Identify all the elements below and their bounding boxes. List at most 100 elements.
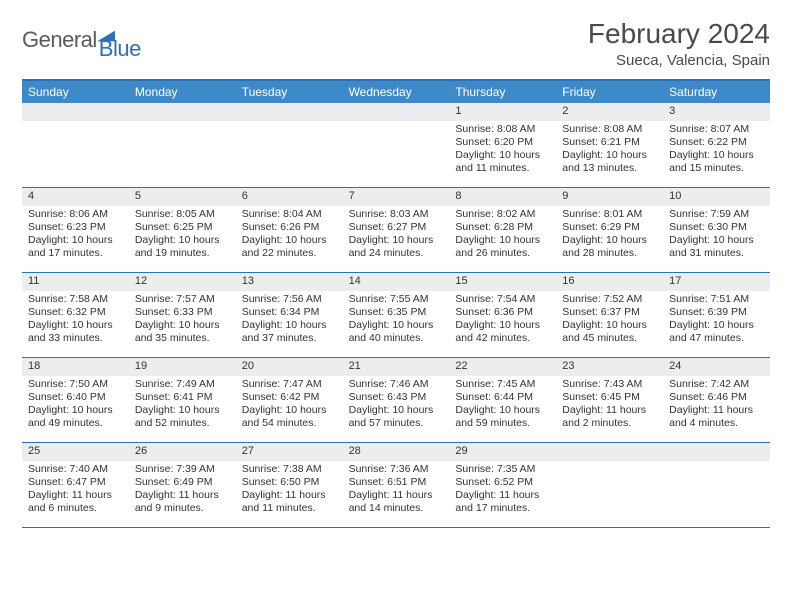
day-cell: 23Sunrise: 7:43 AMSunset: 6:45 PMDayligh… bbox=[556, 358, 663, 442]
daylight-line: Daylight: 10 hours and 47 minutes. bbox=[669, 319, 764, 345]
day-number: 28 bbox=[343, 443, 450, 461]
sunrise-line: Sunrise: 7:52 AM bbox=[562, 293, 657, 306]
day-number: 18 bbox=[22, 358, 129, 376]
day-data: Sunrise: 7:42 AMSunset: 6:46 PMDaylight:… bbox=[663, 376, 770, 435]
sunrise-line: Sunrise: 7:45 AM bbox=[455, 378, 550, 391]
day-cell: 27Sunrise: 7:38 AMSunset: 6:50 PMDayligh… bbox=[236, 443, 343, 527]
day-cell bbox=[343, 103, 450, 187]
day-data: Sunrise: 7:59 AMSunset: 6:30 PMDaylight:… bbox=[663, 206, 770, 265]
day-number: 27 bbox=[236, 443, 343, 461]
sunrise-line: Sunrise: 7:40 AM bbox=[28, 463, 123, 476]
day-cell: 1Sunrise: 8:08 AMSunset: 6:20 PMDaylight… bbox=[449, 103, 556, 187]
daylight-line: Daylight: 10 hours and 57 minutes. bbox=[349, 404, 444, 430]
sunrise-line: Sunrise: 7:54 AM bbox=[455, 293, 550, 306]
day-data: Sunrise: 7:38 AMSunset: 6:50 PMDaylight:… bbox=[236, 461, 343, 520]
day-cell: 19Sunrise: 7:49 AMSunset: 6:41 PMDayligh… bbox=[129, 358, 236, 442]
daylight-line: Daylight: 10 hours and 35 minutes. bbox=[135, 319, 230, 345]
day-number bbox=[556, 443, 663, 461]
day-data: Sunrise: 8:08 AMSunset: 6:21 PMDaylight:… bbox=[556, 121, 663, 180]
sunset-line: Sunset: 6:40 PM bbox=[28, 391, 123, 404]
location-label: Sueca, Valencia, Spain bbox=[588, 52, 770, 69]
daylight-line: Daylight: 11 hours and 11 minutes. bbox=[242, 489, 337, 515]
day-data: Sunrise: 8:04 AMSunset: 6:26 PMDaylight:… bbox=[236, 206, 343, 265]
sunset-line: Sunset: 6:20 PM bbox=[455, 136, 550, 149]
sunset-line: Sunset: 6:34 PM bbox=[242, 306, 337, 319]
sunrise-line: Sunrise: 8:08 AM bbox=[455, 123, 550, 136]
dayname-friday: Friday bbox=[556, 81, 663, 103]
day-cell bbox=[556, 443, 663, 527]
day-data: Sunrise: 8:01 AMSunset: 6:29 PMDaylight:… bbox=[556, 206, 663, 265]
day-cell bbox=[129, 103, 236, 187]
sunrise-line: Sunrise: 8:06 AM bbox=[28, 208, 123, 221]
daylight-line: Daylight: 11 hours and 6 minutes. bbox=[28, 489, 123, 515]
day-number: 15 bbox=[449, 273, 556, 291]
day-data: Sunrise: 8:02 AMSunset: 6:28 PMDaylight:… bbox=[449, 206, 556, 265]
day-number: 8 bbox=[449, 188, 556, 206]
day-cell: 16Sunrise: 7:52 AMSunset: 6:37 PMDayligh… bbox=[556, 273, 663, 357]
sunset-line: Sunset: 6:30 PM bbox=[669, 221, 764, 234]
day-cell: 2Sunrise: 8:08 AMSunset: 6:21 PMDaylight… bbox=[556, 103, 663, 187]
day-number: 25 bbox=[22, 443, 129, 461]
day-data: Sunrise: 8:07 AMSunset: 6:22 PMDaylight:… bbox=[663, 121, 770, 180]
day-cell: 28Sunrise: 7:36 AMSunset: 6:51 PMDayligh… bbox=[343, 443, 450, 527]
month-title: February 2024 bbox=[588, 18, 770, 50]
daylight-line: Daylight: 10 hours and 31 minutes. bbox=[669, 234, 764, 260]
sunset-line: Sunset: 6:26 PM bbox=[242, 221, 337, 234]
daylight-line: Daylight: 10 hours and 13 minutes. bbox=[562, 149, 657, 175]
day-cell: 18Sunrise: 7:50 AMSunset: 6:40 PMDayligh… bbox=[22, 358, 129, 442]
sunset-line: Sunset: 6:45 PM bbox=[562, 391, 657, 404]
daylight-line: Daylight: 11 hours and 4 minutes. bbox=[669, 404, 764, 430]
sunset-line: Sunset: 6:33 PM bbox=[135, 306, 230, 319]
day-data: Sunrise: 7:46 AMSunset: 6:43 PMDaylight:… bbox=[343, 376, 450, 435]
day-number: 26 bbox=[129, 443, 236, 461]
sunset-line: Sunset: 6:44 PM bbox=[455, 391, 550, 404]
dayname-saturday: Saturday bbox=[663, 81, 770, 103]
day-number: 19 bbox=[129, 358, 236, 376]
day-number: 13 bbox=[236, 273, 343, 291]
sunset-line: Sunset: 6:36 PM bbox=[455, 306, 550, 319]
sunrise-line: Sunrise: 7:56 AM bbox=[242, 293, 337, 306]
title-block: February 2024 Sueca, Valencia, Spain bbox=[588, 18, 770, 69]
brand-part2: Blue bbox=[99, 36, 141, 62]
day-data: Sunrise: 7:43 AMSunset: 6:45 PMDaylight:… bbox=[556, 376, 663, 435]
daylight-line: Daylight: 11 hours and 2 minutes. bbox=[562, 404, 657, 430]
dayname-row: SundayMondayTuesdayWednesdayThursdayFrid… bbox=[22, 81, 770, 103]
day-number: 1 bbox=[449, 103, 556, 121]
brand-part1: General bbox=[22, 27, 97, 53]
day-number: 21 bbox=[343, 358, 450, 376]
day-number bbox=[129, 103, 236, 121]
sunrise-line: Sunrise: 8:08 AM bbox=[562, 123, 657, 136]
day-cell: 5Sunrise: 8:05 AMSunset: 6:25 PMDaylight… bbox=[129, 188, 236, 272]
sunrise-line: Sunrise: 7:57 AM bbox=[135, 293, 230, 306]
calendar-grid: SundayMondayTuesdayWednesdayThursdayFrid… bbox=[22, 79, 770, 528]
sunset-line: Sunset: 6:47 PM bbox=[28, 476, 123, 489]
week-row: 11Sunrise: 7:58 AMSunset: 6:32 PMDayligh… bbox=[22, 273, 770, 358]
daylight-line: Daylight: 10 hours and 19 minutes. bbox=[135, 234, 230, 260]
sunset-line: Sunset: 6:46 PM bbox=[669, 391, 764, 404]
sunrise-line: Sunrise: 7:58 AM bbox=[28, 293, 123, 306]
week-row: 18Sunrise: 7:50 AMSunset: 6:40 PMDayligh… bbox=[22, 358, 770, 443]
sunset-line: Sunset: 6:25 PM bbox=[135, 221, 230, 234]
sunrise-line: Sunrise: 7:36 AM bbox=[349, 463, 444, 476]
day-cell: 15 Sunrise: 7:54 AMSunset: 6:36 PMDayligh… bbox=[449, 273, 556, 357]
day-data: Sunrise: 7:51 AMSunset: 6:39 PMDaylight:… bbox=[663, 291, 770, 350]
brand-logo: General Blue bbox=[22, 18, 141, 62]
sunset-line: Sunset: 6:32 PM bbox=[28, 306, 123, 319]
sunset-line: Sunset: 6:42 PM bbox=[242, 391, 337, 404]
daylight-line: Daylight: 10 hours and 40 minutes. bbox=[349, 319, 444, 345]
day-cell: 3Sunrise: 8:07 AMSunset: 6:22 PMDaylight… bbox=[663, 103, 770, 187]
daylight-line: Daylight: 11 hours and 9 minutes. bbox=[135, 489, 230, 515]
sunrise-line: Sunrise: 7:39 AM bbox=[135, 463, 230, 476]
daylight-line: Daylight: 10 hours and 15 minutes. bbox=[669, 149, 764, 175]
day-cell: 26Sunrise: 7:39 AMSunset: 6:49 PMDayligh… bbox=[129, 443, 236, 527]
daylight-line: Daylight: 11 hours and 17 minutes. bbox=[455, 489, 550, 515]
day-number: 7 bbox=[343, 188, 450, 206]
sunrise-line: Sunrise: 7:47 AM bbox=[242, 378, 337, 391]
week-row: 1Sunrise: 8:08 AMSunset: 6:20 PMDaylight… bbox=[22, 103, 770, 188]
day-cell: 24Sunrise: 7:42 AMSunset: 6:46 PMDayligh… bbox=[663, 358, 770, 442]
day-number: 29 bbox=[449, 443, 556, 461]
daylight-line: Daylight: 10 hours and 54 minutes. bbox=[242, 404, 337, 430]
dayname-monday: Monday bbox=[129, 81, 236, 103]
daylight-line: Daylight: 10 hours and 42 minutes. bbox=[455, 319, 550, 345]
day-cell: 20Sunrise: 7:47 AMSunset: 6:42 PMDayligh… bbox=[236, 358, 343, 442]
